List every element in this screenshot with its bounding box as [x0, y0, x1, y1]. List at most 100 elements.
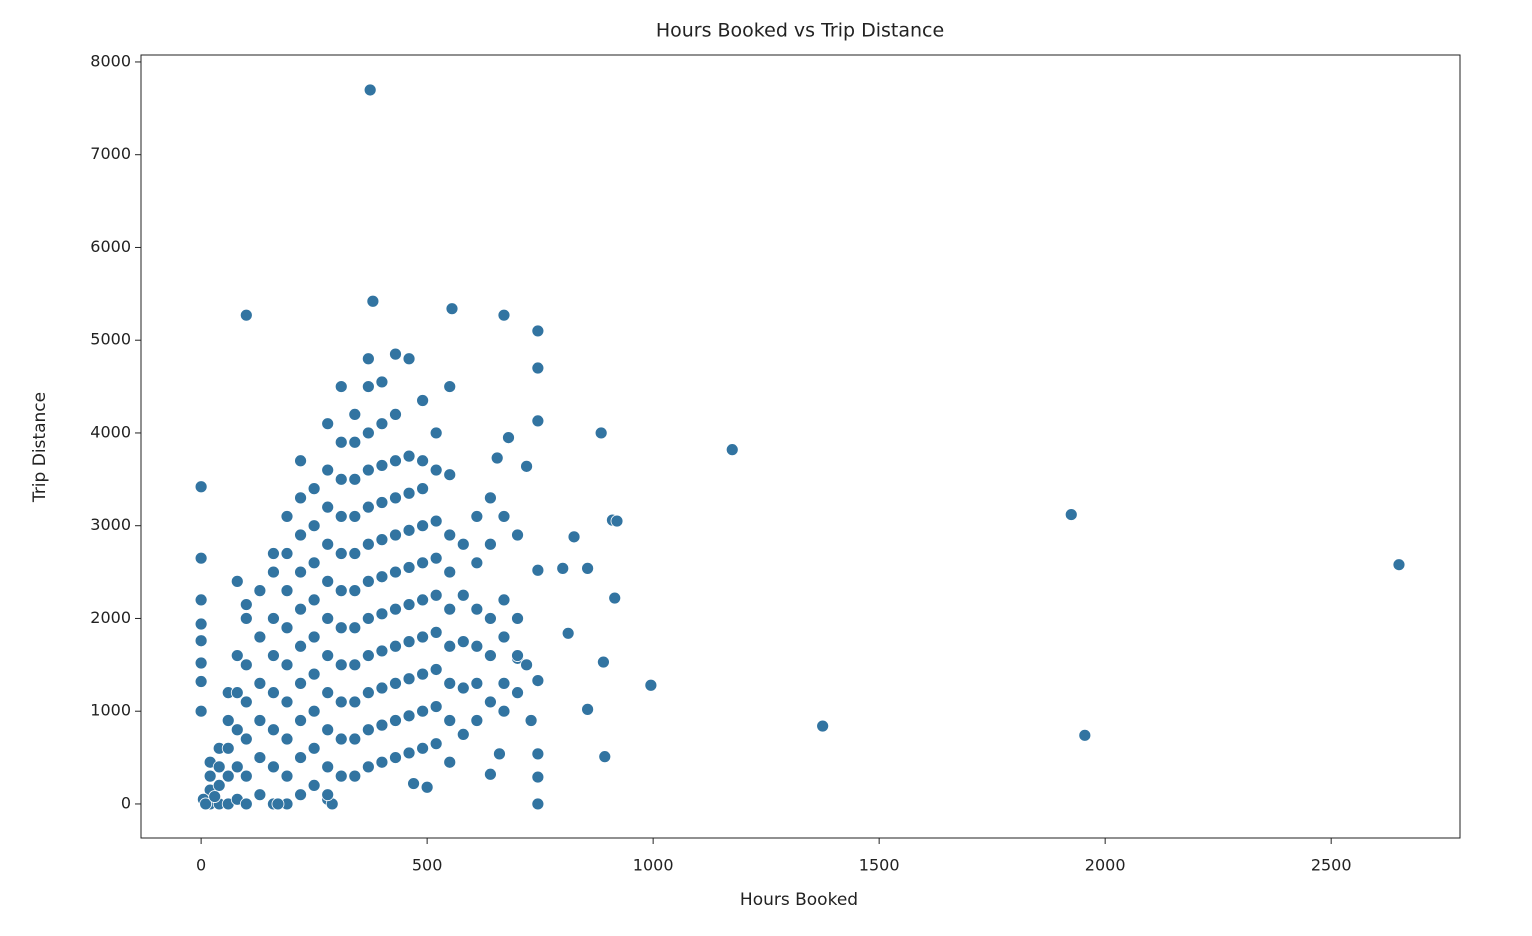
point: [361, 612, 375, 625]
point: [531, 563, 545, 577]
point: [389, 676, 402, 690]
plot-frame: [140, 54, 1461, 839]
point: [375, 570, 389, 584]
point: [484, 695, 497, 709]
point: [321, 788, 335, 802]
point: [334, 547, 348, 560]
point: [375, 496, 389, 509]
point: [484, 491, 497, 505]
point: [389, 408, 402, 421]
point: [375, 533, 389, 547]
point: [524, 714, 538, 727]
point: [239, 598, 253, 611]
point: [294, 602, 307, 616]
x-tick-label: 500: [412, 856, 443, 875]
x-axis-label: Hours Booked: [740, 890, 858, 910]
point: [502, 431, 515, 444]
point: [416, 630, 430, 644]
point: [363, 83, 377, 97]
y-tick-label: 0: [121, 793, 131, 812]
point: [348, 584, 362, 598]
point: [456, 635, 470, 649]
point: [402, 746, 416, 760]
point: [416, 667, 430, 681]
point: [253, 676, 267, 690]
point: [531, 674, 545, 688]
point: [221, 714, 235, 727]
point: [348, 408, 362, 421]
point: [389, 491, 402, 505]
point: [402, 672, 416, 686]
point: [407, 777, 420, 790]
point: [389, 565, 402, 579]
point: [280, 584, 294, 598]
point: [348, 547, 362, 560]
point: [294, 454, 307, 468]
point: [816, 719, 830, 733]
chart-title: Hours Booked vs Trip Distance: [656, 20, 944, 42]
point: [321, 760, 335, 774]
point: [366, 294, 380, 308]
point: [194, 634, 208, 648]
point: [416, 482, 430, 496]
point: [348, 472, 362, 486]
point: [253, 584, 267, 598]
point: [470, 714, 484, 727]
y-tick-label: 1000: [90, 701, 131, 720]
point: [389, 751, 402, 764]
point: [402, 352, 416, 366]
point: [484, 537, 497, 551]
point: [429, 551, 443, 565]
point: [597, 655, 610, 669]
point: [581, 702, 594, 716]
point: [334, 472, 348, 486]
point: [445, 302, 459, 316]
point: [375, 718, 389, 732]
point: [267, 612, 280, 625]
point: [361, 760, 375, 774]
point: [321, 417, 335, 431]
point: [267, 723, 280, 737]
point: [429, 463, 443, 477]
x-tick-label: 2000: [1085, 856, 1126, 875]
point: [443, 714, 457, 727]
point: [443, 639, 457, 653]
point: [203, 769, 217, 783]
point: [361, 574, 375, 588]
point: [375, 607, 389, 621]
x-tick-label: 2500: [1311, 856, 1352, 875]
point: [497, 704, 511, 718]
point: [294, 491, 307, 505]
point: [334, 769, 348, 783]
point: [402, 523, 416, 537]
point: [348, 732, 362, 746]
point: [402, 561, 416, 574]
point: [307, 667, 321, 681]
point: [307, 630, 321, 644]
point: [429, 514, 443, 528]
point: [556, 561, 570, 575]
point: [212, 779, 226, 792]
point: [420, 780, 434, 794]
point: [511, 649, 524, 662]
point: [389, 639, 402, 653]
point: [321, 574, 335, 588]
point: [402, 635, 416, 649]
point: [497, 308, 511, 322]
point: [443, 602, 457, 616]
point: [443, 528, 457, 542]
y-tick-label: 3000: [90, 515, 131, 534]
point: [267, 686, 280, 700]
point: [321, 463, 335, 477]
point: [443, 468, 457, 482]
point: [307, 593, 321, 607]
point: [610, 514, 624, 528]
point: [1078, 728, 1092, 742]
point: [239, 308, 253, 322]
point: [531, 770, 545, 784]
point: [402, 449, 416, 463]
point: [230, 760, 244, 774]
point: [361, 352, 375, 366]
point: [294, 639, 307, 653]
